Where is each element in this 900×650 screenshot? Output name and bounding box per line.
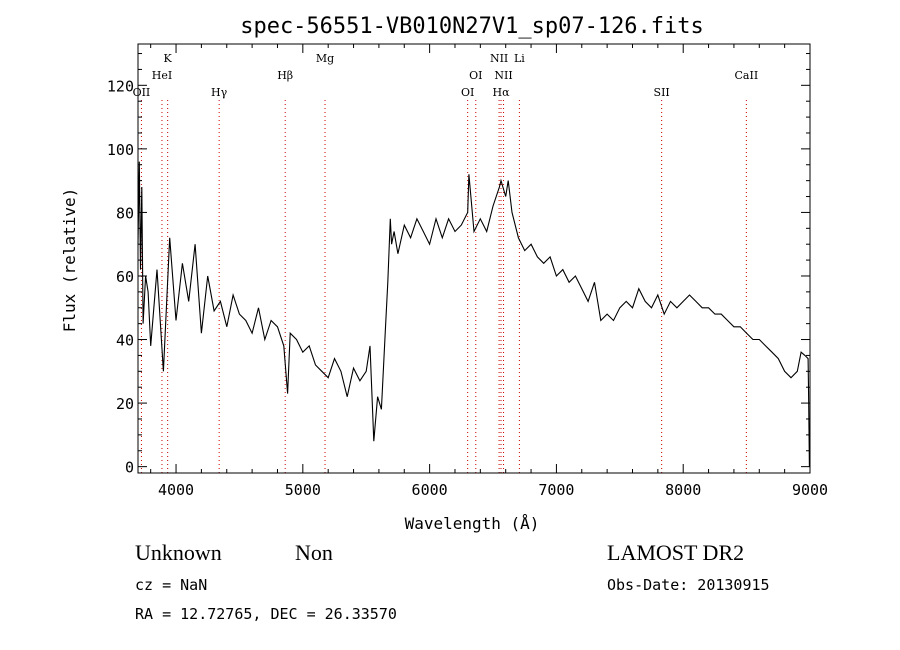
x-tick-label: 8000 [665,481,701,499]
spectral-line-label: Hγ [211,86,228,99]
redshift-label: cz = NaN [135,576,208,594]
y-tick-label: 120 [107,77,134,95]
spectrum-line [137,161,810,468]
spectral-line-label: Hβ [277,69,293,82]
spectrum-series [137,161,810,468]
spectral-line-label: Li [514,52,525,65]
chart-title: spec-56551-VB010N27V1_sp07-126.fits [240,14,704,39]
coordinates-label: RA = 12.72765, DEC = 26.33570 [135,605,397,623]
subclass-label: Non [295,540,333,565]
y-axis-label: Flux (relative) [60,188,79,333]
spectral-line-label: OI [469,69,482,82]
x-axis-label: Wavelength (Å) [405,514,540,533]
spectral-line-markers: OII K HeI Hγ Hβ Mg OI OI NII NII Hα Li SII CaII [133,52,759,473]
y-tick-label: 0 [125,459,134,477]
spectral-line-label: NII [490,52,508,65]
spectral-line-label: Mg [316,52,334,65]
spectral-line-label: SII [654,86,670,99]
spectral-line-label: K [164,52,173,65]
y-tick-label: 40 [116,332,134,350]
x-tick-label: 9000 [792,481,828,499]
spectral-line-label: Hα [492,86,510,99]
x-tick-label: 4000 [158,481,194,499]
spectral-line-label: CaII [735,69,759,82]
x-tick-label: 7000 [538,481,574,499]
x-tick-label: 6000 [412,481,448,499]
plot-axes: 4000 5000 6000 7000 8000 9000 0 20 40 60 80 100 120 [107,43,828,499]
classification-label: Unknown [135,540,222,565]
spectral-line-label: NII [494,69,512,82]
obs-date-label: Obs-Date: 20130915 [607,576,770,594]
y-tick-label: 100 [107,141,134,159]
y-tick-label: 80 [116,204,134,222]
spectral-line-label: OII [133,86,151,99]
y-tick-label: 20 [116,395,134,413]
plot-frame [137,43,811,474]
spectral-line-label: OI [461,86,474,99]
y-tick-label: 60 [116,268,134,286]
survey-label: LAMOST DR2 [607,540,745,565]
spectral-line-label: HeI [152,69,172,82]
x-tick-label: 5000 [285,481,321,499]
